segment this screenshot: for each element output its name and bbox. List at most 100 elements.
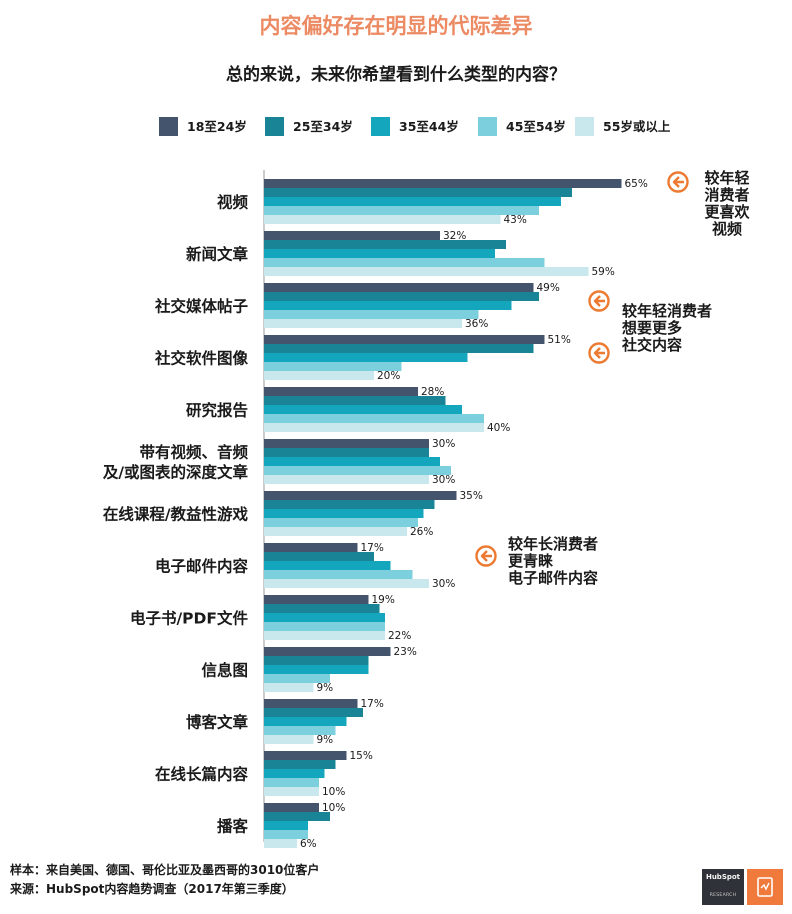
bar — [264, 751, 347, 760]
bar — [264, 387, 418, 396]
category-label: 社交软件图像 — [154, 349, 249, 368]
bar — [264, 647, 391, 656]
bar — [264, 344, 534, 353]
bar — [264, 267, 589, 276]
bar — [264, 439, 429, 448]
bar — [264, 292, 539, 301]
bar — [264, 830, 308, 839]
legend-swatch — [575, 117, 594, 136]
bar — [264, 760, 336, 769]
bar — [264, 699, 358, 708]
bar — [264, 301, 512, 310]
bar — [264, 561, 391, 570]
data-label: 17% — [361, 698, 384, 710]
note-line: 更青睐 — [508, 552, 554, 570]
bar — [264, 543, 358, 552]
bar — [264, 708, 363, 717]
bar — [264, 405, 462, 414]
data-label: 35% — [460, 490, 483, 502]
report-icon — [747, 869, 783, 905]
video-note: 较年轻 消费者 更喜欢 视频 — [696, 170, 758, 238]
data-label: 17% — [361, 542, 384, 554]
bar — [264, 683, 314, 692]
bar — [264, 353, 468, 362]
bar — [264, 674, 330, 683]
bar — [264, 579, 429, 588]
category-label: 社交媒体帖子 — [154, 297, 249, 316]
bar — [264, 319, 462, 328]
bar — [264, 179, 622, 188]
bar — [264, 552, 374, 561]
bar — [264, 457, 440, 466]
bar — [264, 240, 506, 249]
note-line: 视频 — [711, 220, 742, 238]
bar — [264, 656, 369, 665]
bar — [264, 215, 501, 224]
data-label: 65% — [625, 178, 648, 190]
category-label: 新闻文章 — [186, 245, 249, 264]
data-label: 6% — [300, 838, 317, 850]
category-label: 电子邮件内容 — [155, 557, 249, 576]
bar — [264, 371, 374, 380]
bar — [264, 570, 413, 579]
bar — [264, 622, 385, 631]
data-label: 51% — [548, 334, 571, 346]
data-label: 19% — [372, 594, 395, 606]
bar — [264, 466, 451, 475]
bar — [264, 735, 314, 744]
bar — [264, 423, 484, 432]
data-label: 10% — [322, 786, 345, 798]
bar — [264, 475, 429, 484]
data-label: 30% — [432, 438, 455, 450]
legend-label: 55岁或以上 — [603, 119, 671, 134]
category-label: 在线长篇内容 — [155, 765, 249, 784]
category-label: 研究报告 — [186, 401, 248, 420]
bar — [264, 518, 418, 527]
data-label: 9% — [317, 734, 334, 746]
bar — [264, 769, 325, 778]
note-line: 社交内容 — [622, 336, 683, 354]
category-label: 电子书/PDF文件 — [130, 609, 248, 628]
note-line: 较年轻消费者 — [622, 302, 713, 320]
note-line: 想要更多 — [622, 319, 683, 337]
bar — [264, 839, 297, 848]
note-line: 更喜欢 — [704, 203, 750, 221]
bar — [264, 726, 336, 735]
data-label: 43% — [504, 214, 527, 226]
bar — [264, 448, 429, 457]
data-label: 49% — [537, 282, 560, 294]
data-label: 36% — [465, 318, 488, 330]
social-note: 较年轻消费者 想要更多 社交内容 — [622, 303, 712, 354]
data-label: 9% — [317, 682, 334, 694]
data-label: 40% — [487, 422, 510, 434]
legend-label: 45至54岁 — [506, 119, 566, 134]
bar — [264, 310, 479, 319]
data-label: 15% — [350, 750, 373, 762]
bar — [264, 631, 385, 640]
bar — [264, 283, 534, 292]
legend-swatch — [478, 117, 497, 136]
category-label: 视频 — [217, 193, 249, 212]
bar — [264, 595, 369, 604]
bar — [264, 231, 440, 240]
bar — [264, 812, 330, 821]
category-label: 博客文章 — [186, 713, 249, 732]
bar — [264, 335, 545, 344]
data-label: 32% — [443, 230, 466, 242]
bar — [264, 249, 495, 258]
arrow-left-icon — [475, 545, 497, 567]
bar — [264, 491, 457, 500]
legend-swatch — [265, 117, 284, 136]
arrow-left-icon — [588, 342, 610, 364]
legend-label: 35至44岁 — [399, 119, 459, 134]
bar — [264, 527, 407, 536]
footer-sample: 样本：来自美国、德国、哥伦比亚及墨西哥的3010位客户 — [10, 863, 320, 877]
bar — [264, 604, 380, 613]
page-title: 内容偏好存在明显的代际差异 — [259, 14, 533, 38]
data-label: 23% — [394, 646, 417, 658]
footer-source: 来源：HubSpot内容趋势调查（2017年第三季度） — [10, 882, 294, 896]
note-line: 消费者 — [704, 186, 750, 204]
category-label: 播客 — [217, 817, 249, 836]
bar — [264, 821, 308, 830]
